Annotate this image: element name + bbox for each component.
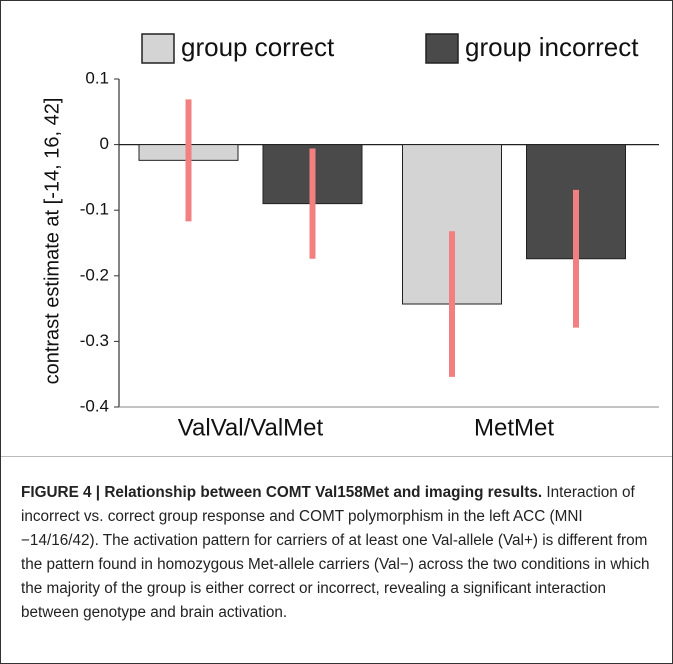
- legend-label: group incorrect: [465, 32, 639, 62]
- y-tick-label: -0.2: [80, 265, 109, 284]
- y-tick-label: 0: [100, 134, 109, 153]
- legend-swatch: [425, 33, 459, 64]
- y-tick-label: -0.1: [80, 200, 109, 219]
- y-axis-label: contrast estimate at [-14, 16, 42]: [41, 98, 63, 385]
- chart: contrast estimate at [-14, 16, 42] 0.1 0 -…: [41, 32, 659, 441]
- caption-title: FIGURE 4 | Relationship between COMT Val…: [21, 484, 543, 501]
- divider: [1, 456, 672, 457]
- x-tick-label: MetMet: [474, 414, 554, 441]
- y-tick-label: 0.1: [85, 68, 109, 87]
- caption-text: Interaction of incorrect vs. correct gro…: [21, 484, 650, 621]
- x-tick-label: ValVal/ValMet: [178, 414, 324, 441]
- y-tick-label: -0.4: [80, 396, 109, 415]
- caption: FIGURE 4 | Relationship between COMT Val…: [21, 481, 661, 625]
- y-tick-label: -0.3: [80, 331, 109, 350]
- legend-label: group correct: [181, 32, 335, 62]
- legend-swatch: [141, 33, 175, 64]
